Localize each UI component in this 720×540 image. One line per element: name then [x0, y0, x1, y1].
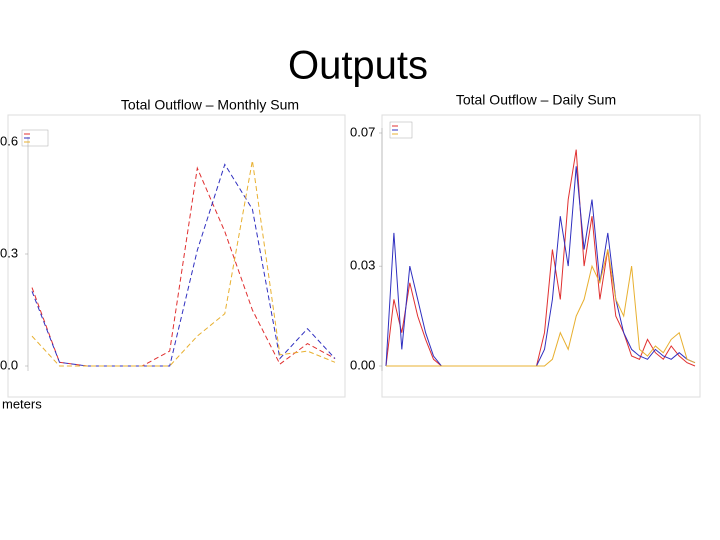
series-line [31, 160, 336, 367]
chart-title: Total Outflow – Daily Sum [456, 92, 616, 108]
y-tick-label: 0.03 [350, 258, 375, 273]
chart-image [381, 114, 701, 398]
series-line [386, 249, 696, 367]
slide-title: Outputs [288, 44, 428, 88]
y-tick-label: 0.6 [0, 133, 18, 148]
chart-title: Total Outflow – Monthly Sum [121, 97, 299, 113]
y-axis-label: meters [2, 396, 42, 411]
series-line [385, 149, 696, 367]
series-line [385, 166, 696, 367]
y-tick-label: 0.0 [0, 357, 18, 372]
series-line [31, 163, 336, 367]
y-tick-label: 0.07 [350, 124, 375, 139]
chart-image [7, 114, 346, 398]
y-tick-label: 0.3 [0, 245, 18, 260]
y-tick-label: 0.00 [350, 357, 375, 372]
